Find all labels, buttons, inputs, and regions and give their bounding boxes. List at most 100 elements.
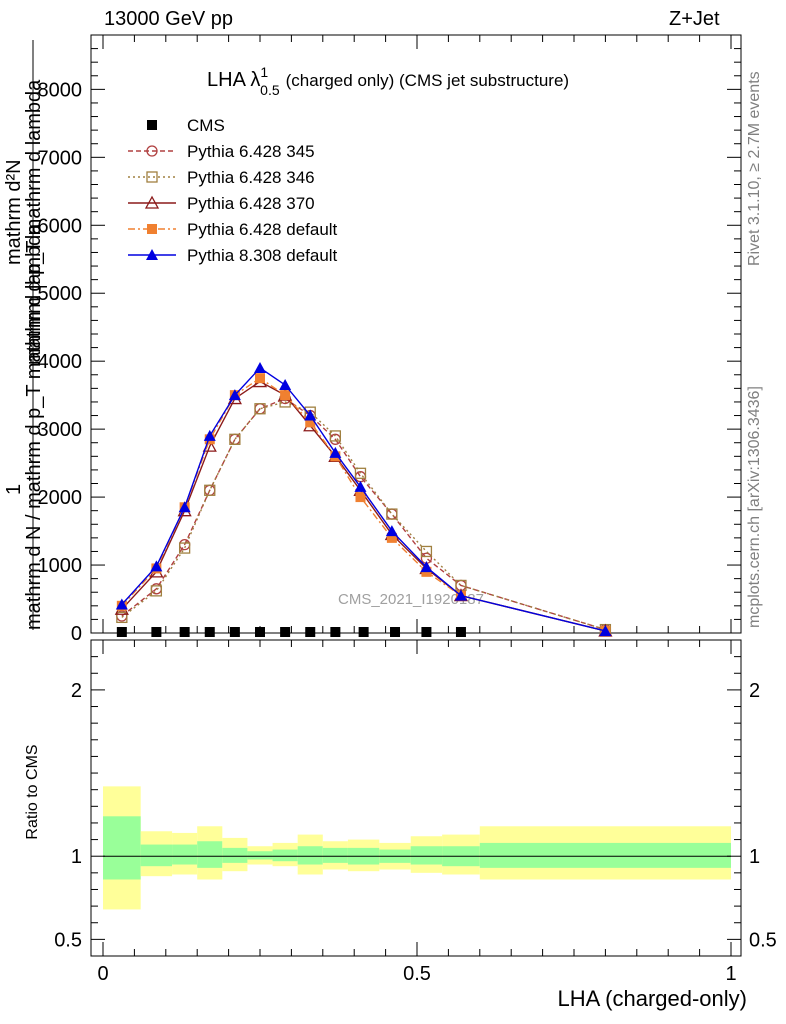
legend-marker	[144, 195, 160, 209]
series-line	[121, 367, 606, 632]
y-axis-label-num2: mathrm d²N	[3, 159, 25, 265]
ratio-band-green	[140, 844, 173, 867]
ratio-tick-label-right: 1	[749, 846, 760, 868]
series-point	[454, 589, 467, 601]
series-point	[329, 446, 342, 458]
y-axis-label-den2: mathrm d p_T mathrm d lambda	[23, 79, 45, 365]
y-tick-label: 2000	[38, 487, 83, 509]
series-point	[420, 545, 433, 558]
legend-marker	[147, 120, 157, 130]
series-point	[305, 417, 316, 428]
cms-point	[358, 627, 369, 637]
x-tick-label: 1	[725, 963, 736, 985]
ratio-band-green	[479, 842, 731, 868]
y-tick-label: 3000	[38, 419, 83, 441]
ratio-axis-label: Ratio to CMS	[24, 744, 41, 839]
cms-point	[116, 627, 127, 637]
series-point	[229, 433, 241, 445]
ratio-band-green	[272, 849, 298, 862]
ratio-tick-label: 1	[71, 846, 82, 868]
y-tick-label: 8000	[38, 79, 83, 101]
legend-marker	[146, 145, 158, 157]
series-point	[386, 508, 398, 520]
legend-label: Pythia 6.428 346	[187, 168, 315, 187]
legend-marker	[146, 171, 158, 183]
ratio-band-green	[297, 846, 323, 865]
legend-label: Pythia 6.428 370	[187, 194, 315, 213]
cms-point	[151, 627, 162, 637]
series-point	[386, 508, 398, 520]
cms-point	[229, 627, 240, 637]
ratio-tick-label-right: 2	[749, 680, 760, 702]
series-point	[420, 561, 433, 573]
cms-point	[280, 627, 291, 637]
series-point	[203, 429, 216, 441]
chart-title: LHA λ1 0.5 (charged only) (CMS jet substru…	[207, 64, 569, 98]
y-axis-label: mathrm d N / mathrm d p_T mathrm d lambd…	[3, 223, 45, 630]
series-point	[229, 433, 241, 445]
cms-point	[179, 627, 190, 637]
ratio-band-green	[410, 846, 443, 865]
legend-label: Pythia 6.428 default	[187, 220, 338, 239]
y-tick-label: 5000	[38, 283, 83, 305]
series-point	[178, 542, 191, 554]
ratio-panel-frame	[90, 639, 742, 957]
y-axis-label-numerator: 1	[3, 484, 25, 495]
series-point	[355, 492, 366, 503]
ratio-band-green	[247, 851, 273, 860]
legend-label: CMS	[187, 116, 225, 135]
cms-point	[204, 627, 215, 637]
series-point	[255, 373, 265, 384]
series-point	[354, 480, 367, 492]
series-point	[204, 484, 216, 496]
cms-point	[421, 627, 432, 637]
cms-point	[255, 627, 265, 637]
y-tick-label: 0	[71, 623, 82, 645]
process-label: Z+Jet	[669, 8, 720, 30]
ratio-band-green	[103, 816, 141, 880]
series-point	[254, 403, 266, 415]
watermark: CMS_2021_I1920187	[338, 591, 484, 608]
series-point	[150, 585, 163, 597]
legend-marker	[146, 249, 158, 260]
y-tick-label: 6000	[38, 215, 83, 237]
cms-point	[305, 627, 316, 637]
series-point	[354, 467, 367, 479]
series-point	[329, 430, 342, 442]
series-point	[304, 409, 317, 421]
x-tick-label: 0	[97, 963, 108, 985]
cms-point	[330, 627, 341, 637]
ratio-band-green	[222, 847, 248, 863]
y-tick-label: 7000	[38, 147, 83, 169]
ratio-tick-label: 2	[71, 680, 82, 702]
x-axis-label: LHA (charged-only)	[557, 986, 747, 1011]
series-point	[116, 611, 128, 624]
series-point	[178, 501, 191, 513]
series-point	[599, 624, 612, 636]
series-point	[385, 525, 398, 537]
ratio-band-green	[322, 847, 348, 863]
cms-point	[390, 627, 401, 637]
legend-label: Pythia 6.428 345	[187, 142, 315, 161]
y-axis-label-denominator: mathrm d N / mathrm d p_T mathrm d lambd…	[23, 223, 45, 630]
ratio-tick-label: 0.5	[54, 929, 82, 951]
series-point	[228, 389, 241, 401]
legend-marker	[147, 224, 157, 234]
y-tick-label: 1000	[38, 555, 83, 577]
ratio-band-green	[172, 844, 198, 865]
series-point	[150, 560, 163, 572]
series-line	[121, 380, 606, 632]
x-tick-label: 0.5	[403, 963, 431, 985]
series-point	[279, 378, 292, 390]
energy-label: 13000 GeV pp	[104, 8, 233, 30]
series-point	[254, 361, 266, 373]
cms-point	[455, 627, 466, 637]
series-point	[386, 532, 397, 543]
series-line	[121, 397, 606, 631]
series-point	[280, 390, 291, 401]
series-point	[115, 598, 128, 610]
legend-label: Pythia 8.308 default	[187, 246, 338, 265]
y-tick-label: 4000	[38, 351, 83, 373]
